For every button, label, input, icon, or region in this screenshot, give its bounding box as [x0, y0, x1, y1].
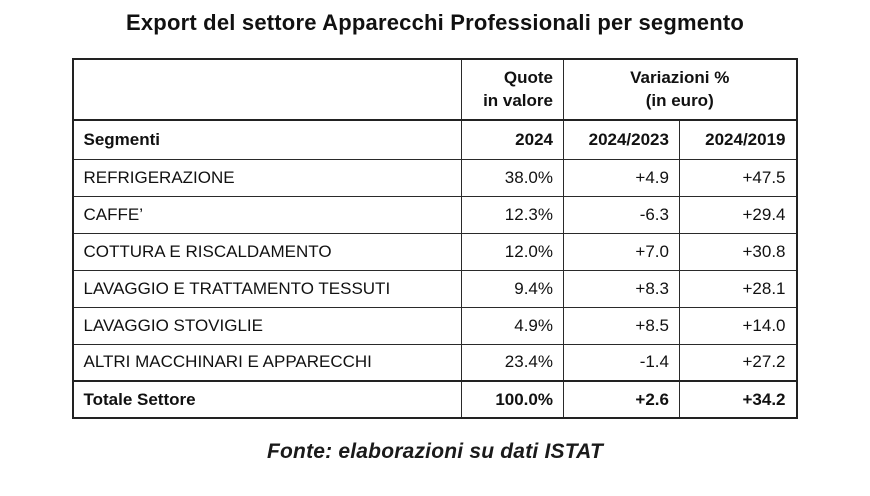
table-row: ALTRI MACCHINARI E APPARECCHI 23.4% -1.4…: [72, 343, 798, 382]
quota-cell: 38.0%: [460, 158, 564, 197]
var-2019-cell: +30.8: [678, 232, 798, 271]
table-row: CAFFE’ 12.3% -6.3 +29.4: [72, 195, 798, 234]
quota-cell: 12.3%: [460, 195, 564, 234]
segment-cell: REFRIGERAZIONE: [72, 158, 462, 197]
segment-cell: LAVAGGIO STOVIGLIE: [72, 306, 462, 345]
var-2019-cell: +14.0: [678, 306, 798, 345]
page-title: Export del settore Apparecchi Profession…: [126, 10, 744, 35]
table-row: COTTURA E RISCALDAMENTO 12.0% +7.0 +30.8: [72, 232, 798, 271]
var-2019-cell: +29.4: [678, 195, 798, 234]
variazioni-group-header: Variazioni % (in euro): [562, 58, 798, 121]
quote-group-header: Quote in valore: [460, 58, 564, 121]
quota-cell: 23.4%: [460, 343, 564, 382]
var-2019-cell: +47.5: [678, 158, 798, 197]
segment-cell: CAFFE’: [72, 195, 462, 234]
table-total-row: Totale Settore 100.0% +2.6 +34.2: [72, 380, 798, 419]
total-var-2019-cell: +34.2: [678, 380, 798, 419]
var-2023-cell: -6.3: [562, 195, 680, 234]
column-header-segmenti: Segmenti: [72, 119, 462, 160]
var-2023-cell: +8.3: [562, 269, 680, 308]
column-header-2024-2019: 2024/2019: [678, 119, 798, 160]
total-quota-cell: 100.0%: [460, 380, 564, 419]
table-group-header-row: Quote in valore Variazioni % (in euro): [72, 58, 798, 121]
var-2019-cell: +28.1: [678, 269, 798, 308]
var-2023-cell: +8.5: [562, 306, 680, 345]
quota-cell: 12.0%: [460, 232, 564, 271]
empty-corner-cell: [72, 58, 462, 121]
segment-cell: ALTRI MACCHINARI E APPARECCHI: [72, 343, 462, 382]
table-row: REFRIGERAZIONE 38.0% +4.9 +47.5: [72, 158, 798, 197]
quota-cell: 4.9%: [460, 306, 564, 345]
column-header-2024-2023: 2024/2023: [562, 119, 680, 160]
source-note: Fonte: elaborazioni su dati ISTAT: [267, 440, 603, 463]
segment-cell: COTTURA E RISCALDAMENTO: [72, 232, 462, 271]
segment-cell: LAVAGGIO E TRATTAMENTO TESSUTI: [72, 269, 462, 308]
var-2023-cell: +7.0: [562, 232, 680, 271]
var-2023-cell: +4.9: [562, 158, 680, 197]
export-segments-table: Quote in valore Variazioni % (in euro) S…: [72, 58, 798, 419]
var-2019-cell: +27.2: [678, 343, 798, 382]
table-row: LAVAGGIO STOVIGLIE 4.9% +8.5 +14.0: [72, 306, 798, 345]
total-label-cell: Totale Settore: [72, 380, 462, 419]
table-column-header-row: Segmenti 2024 2024/2023 2024/2019: [72, 119, 798, 160]
var-2023-cell: -1.4: [562, 343, 680, 382]
total-var-2023-cell: +2.6: [562, 380, 680, 419]
column-header-2024: 2024: [460, 119, 564, 160]
table-row: LAVAGGIO E TRATTAMENTO TESSUTI 9.4% +8.3…: [72, 269, 798, 308]
quota-cell: 9.4%: [460, 269, 564, 308]
